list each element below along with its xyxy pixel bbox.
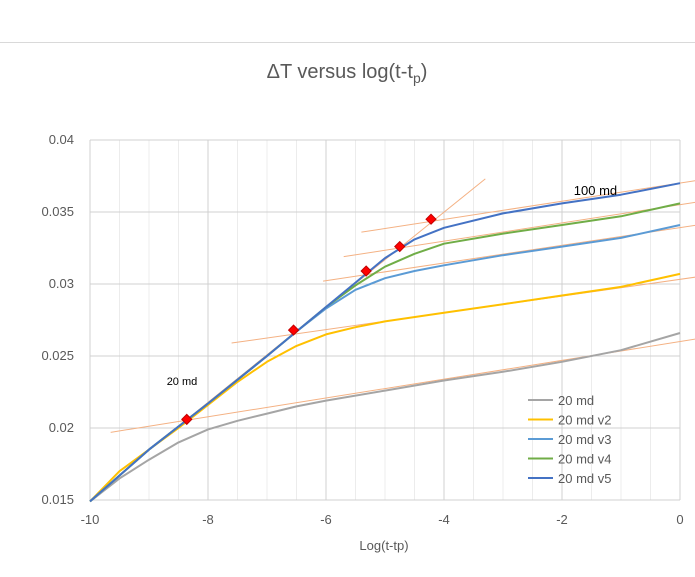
legend-label: 20 md v2: [558, 413, 611, 428]
legend: 20 md 20 md v2 20 md v3 20 md v4 20 md v5: [528, 393, 611, 486]
x-tick-label: -8: [202, 512, 214, 527]
x-tick-label: -6: [320, 512, 332, 527]
fit-lines: [110, 178, 695, 433]
y-tick-label: 0.015: [41, 492, 74, 507]
y-tick-label: 0.025: [41, 348, 74, 363]
tick-labels: -10 -8 -6 -4 -2 0 0.015 0.02 0.025 0.03 0.035 0.04: [41, 132, 683, 527]
legend-label: 20 md v3: [558, 432, 611, 447]
data-marker: [287, 324, 300, 336]
x-tick-label: -2: [556, 512, 568, 527]
y-tick-label: 0.03: [49, 276, 74, 291]
x-tick-label: -4: [438, 512, 450, 527]
chart-title: ΔT versus log(t-tp): [267, 61, 428, 86]
data-marker: [181, 413, 193, 426]
x-tick-label: -10: [81, 512, 100, 527]
x-tick-label: 0: [676, 512, 683, 527]
data-marker: [394, 240, 406, 253]
y-tick-label: 0.035: [41, 204, 74, 219]
data-marker: [425, 213, 437, 225]
y-tick-label: 0.02: [49, 420, 74, 435]
markers: [181, 213, 437, 426]
legend-label: 20 md v4: [558, 452, 611, 467]
annotation-100-md: 100 md: [574, 183, 617, 198]
legend-label: 20 md v5: [558, 471, 611, 486]
annotation-20-md: 20 md: [167, 376, 198, 388]
data-marker: [360, 265, 372, 277]
top-divider: [0, 42, 695, 43]
series-line: [89, 332, 681, 503]
y-tick-label: 0.04: [49, 132, 74, 147]
fit-line: [361, 180, 695, 233]
legend-label: 20 md: [558, 393, 594, 408]
x-axis-title: Log(t-tp): [359, 538, 408, 553]
